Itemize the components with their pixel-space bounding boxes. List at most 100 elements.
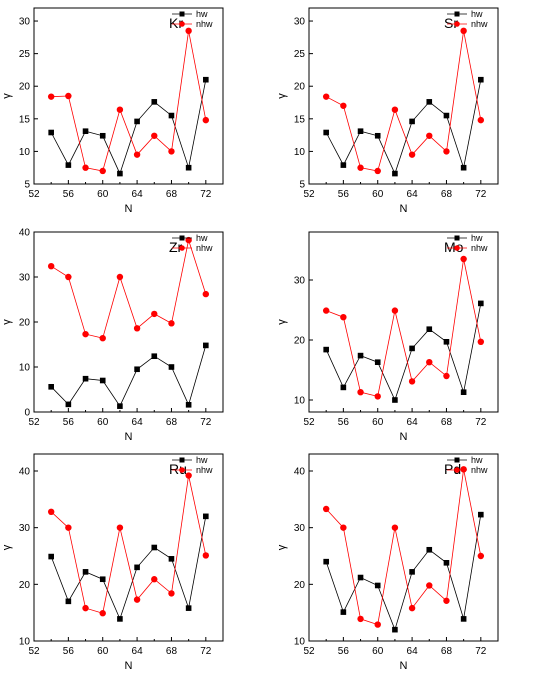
y-axis-label: γ xyxy=(276,319,288,325)
legend-label: hw xyxy=(471,9,483,19)
x-tick-label: 68 xyxy=(441,646,453,657)
data-point-hw xyxy=(426,326,433,332)
data-point-nhw xyxy=(391,307,399,314)
x-tick-label: 60 xyxy=(372,417,384,428)
data-point-hw xyxy=(392,170,398,177)
x-tick-label: 64 xyxy=(407,189,419,200)
data-point-nhw xyxy=(82,164,89,171)
y-tick-label: 10 xyxy=(19,637,31,648)
x-tick-label: 52 xyxy=(303,417,315,428)
data-point-hw xyxy=(99,576,106,583)
data-point-hw xyxy=(460,164,467,171)
data-point-hw xyxy=(357,352,364,359)
data-point-nhw xyxy=(116,524,124,531)
data-point-nhw xyxy=(133,325,141,332)
legend-marker-hw xyxy=(179,11,185,17)
series-line-nhw xyxy=(50,475,207,614)
legend-label: hw xyxy=(471,455,483,465)
y-tick-label: 0 xyxy=(24,408,30,419)
y-tick-label: 20 xyxy=(294,82,306,93)
data-point-nhw xyxy=(185,27,192,35)
series-line-hw xyxy=(50,79,207,175)
series-line-hw xyxy=(325,303,482,402)
data-point-nhw xyxy=(47,263,55,270)
panel-title: Pd xyxy=(444,461,461,477)
x-axis-label: N xyxy=(125,203,133,215)
data-point-nhw xyxy=(460,255,467,263)
data-point-hw xyxy=(151,99,158,105)
panel-title: Zr xyxy=(169,239,183,255)
data-point-nhw xyxy=(82,330,89,338)
series-line-nhw xyxy=(326,30,482,172)
y-tick-label: 30 xyxy=(294,276,306,287)
series-line-nhw xyxy=(325,469,482,626)
data-point-nhw xyxy=(47,93,55,100)
data-point-nhw xyxy=(374,167,381,175)
legend-marker-hw xyxy=(179,235,185,241)
x-tick-label: 56 xyxy=(63,417,75,428)
data-point-hw xyxy=(340,609,347,615)
data-point-nhw xyxy=(340,314,347,321)
data-point-nhw xyxy=(202,290,210,298)
plot-frame xyxy=(308,7,499,185)
data-point-nhw xyxy=(340,102,347,109)
data-point-hw xyxy=(392,397,398,403)
y-axis-label: γ xyxy=(1,93,13,99)
data-point-hw xyxy=(82,375,89,382)
y-tick-label: 40 xyxy=(294,467,306,478)
x-tick-label: 56 xyxy=(338,189,350,200)
data-point-hw xyxy=(48,553,54,560)
data-point-hw xyxy=(65,598,72,605)
legend-marker-hw xyxy=(454,11,460,17)
x-tick-label: 68 xyxy=(441,189,453,200)
x-tick-label: 72 xyxy=(200,189,212,200)
data-point-hw xyxy=(203,76,209,83)
y-tick-label: 10 xyxy=(19,147,31,158)
x-tick-label: 64 xyxy=(132,646,144,657)
data-point-hw xyxy=(374,132,381,139)
legend-marker-hw xyxy=(454,457,460,463)
data-point-nhw xyxy=(357,389,364,396)
x-tick-label: 72 xyxy=(200,646,212,657)
data-point-hw xyxy=(357,574,364,581)
x-axis-label: N xyxy=(400,660,408,672)
y-tick-label: 20 xyxy=(19,580,31,591)
x-tick-label: 60 xyxy=(372,646,384,657)
y-tick-label: 30 xyxy=(19,273,31,284)
plot-frame xyxy=(33,453,224,642)
data-point-hw xyxy=(117,170,123,177)
x-tick-label: 52 xyxy=(303,646,315,657)
panel-title: Mo xyxy=(444,239,464,255)
data-point-hw xyxy=(478,76,484,83)
x-tick-label: 72 xyxy=(475,646,487,657)
y-tick-label: 10 xyxy=(294,396,306,407)
data-point-nhw xyxy=(408,151,416,158)
panel-title: Sr xyxy=(444,15,458,31)
legend-marker-nhw xyxy=(454,21,460,27)
series-line-nhw xyxy=(50,238,207,339)
data-point-hw xyxy=(340,384,347,391)
x-tick-label: 64 xyxy=(132,189,144,200)
y-tick-label: 10 xyxy=(294,637,306,648)
data-point-nhw xyxy=(133,151,141,158)
data-point-nhw xyxy=(65,524,72,531)
y-tick-label: 20 xyxy=(294,580,306,591)
y-tick-label: 20 xyxy=(19,318,31,329)
x-tick-label: 68 xyxy=(166,646,178,657)
data-point-hw xyxy=(323,129,329,136)
data-point-nhw xyxy=(426,582,433,589)
data-point-nhw xyxy=(322,307,330,314)
data-point-hw xyxy=(374,359,381,365)
legend-label: hw xyxy=(196,233,208,243)
data-point-nhw xyxy=(202,552,210,559)
data-point-nhw xyxy=(443,372,450,380)
y-axis-label: γ xyxy=(1,319,13,325)
data-point-hw xyxy=(65,401,72,408)
x-tick-label: 60 xyxy=(97,417,109,428)
x-tick-label: 72 xyxy=(475,189,487,200)
data-point-hw xyxy=(65,162,72,168)
data-point-hw xyxy=(168,556,175,562)
x-tick-label: 68 xyxy=(166,189,178,200)
y-tick-label: 15 xyxy=(19,114,31,125)
